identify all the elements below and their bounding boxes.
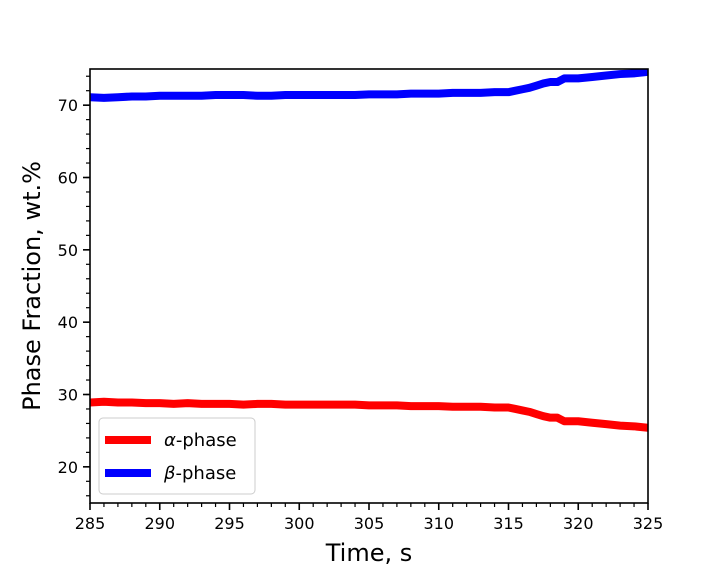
x-tick-label: 320 bbox=[563, 514, 594, 533]
series-line-beta-phase bbox=[90, 69, 648, 102]
x-tick-label: 300 bbox=[284, 514, 315, 533]
y-tick-label: 70 bbox=[58, 96, 78, 115]
x-tick-label: 305 bbox=[354, 514, 385, 533]
y-axis-label: Phase Fraction, wt.% bbox=[18, 161, 46, 411]
x-tick-label: 310 bbox=[423, 514, 454, 533]
legend-label: α-phase bbox=[164, 430, 237, 451]
y-tick-label: 50 bbox=[58, 241, 78, 260]
series-line-alpha-phase bbox=[90, 397, 648, 432]
x-tick-label: 315 bbox=[493, 514, 524, 533]
x-tick-label: 325 bbox=[633, 514, 664, 533]
x-tick-label: 290 bbox=[144, 514, 175, 533]
x-tick-label: 295 bbox=[214, 514, 245, 533]
legend-label: β-phase bbox=[163, 463, 236, 484]
y-tick-label: 30 bbox=[58, 386, 78, 405]
x-tick-label: 285 bbox=[75, 514, 106, 533]
legend: α-phase β-phase bbox=[98, 417, 256, 495]
series-layer bbox=[90, 69, 648, 432]
y-tick-label: 40 bbox=[58, 313, 78, 332]
y-tick-label: 20 bbox=[58, 458, 78, 477]
tick-layer: 285 290 295 300 305 310 315 320 325 20 30 40 50 60 70 bbox=[58, 75, 664, 533]
x-axis-label: Time, s bbox=[325, 539, 413, 567]
y-tick-label: 60 bbox=[58, 169, 78, 188]
